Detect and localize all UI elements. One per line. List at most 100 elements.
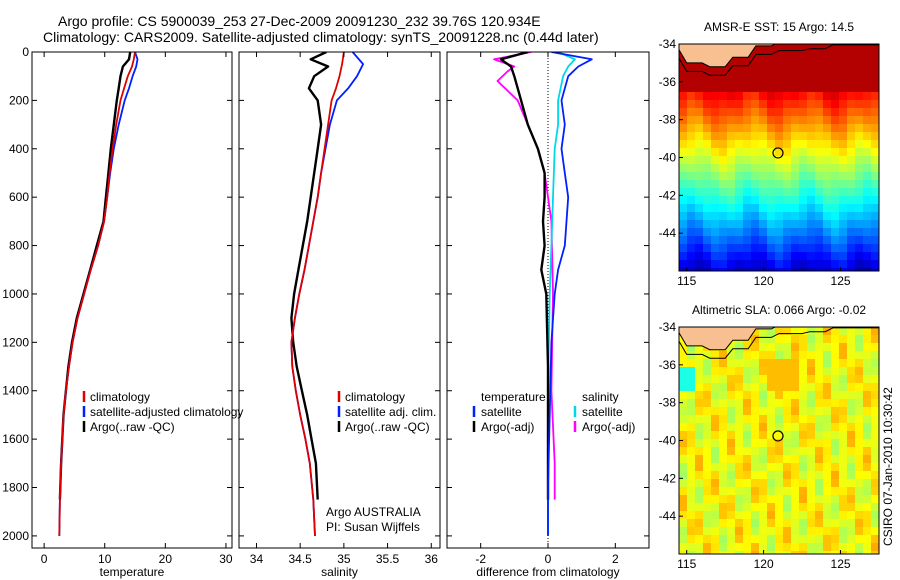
- map-cell: [791, 156, 799, 164]
- map-cell: [871, 100, 879, 108]
- map-cell: [703, 551, 711, 554]
- map-cell: [839, 196, 847, 204]
- map-cell: [831, 44, 839, 52]
- map-cell: [815, 52, 823, 60]
- map-cell: [703, 423, 711, 431]
- map-cell: [823, 236, 831, 244]
- map-cell: [711, 76, 719, 84]
- map-cell: [679, 431, 687, 439]
- map-cell: [759, 172, 767, 180]
- map-cell: [727, 519, 735, 527]
- map-cell: [807, 535, 815, 543]
- map-cell: [871, 447, 879, 455]
- map-cell: [719, 108, 727, 116]
- map-cell: [751, 172, 759, 180]
- map-cell: [863, 204, 871, 212]
- map-cell: [831, 495, 839, 503]
- map-cell: [759, 551, 767, 554]
- map-cell: [719, 375, 727, 383]
- map-cell: [823, 180, 831, 188]
- map-cell: [815, 527, 823, 535]
- map-cell: [807, 375, 815, 383]
- map-cell: [807, 455, 815, 463]
- map-cell: [783, 60, 791, 68]
- map-cell: [863, 116, 871, 124]
- map-cell: [711, 399, 719, 407]
- map-cell: [735, 76, 743, 84]
- map-cell: [775, 196, 783, 204]
- map-cell: [759, 335, 767, 343]
- map-cell: [679, 415, 687, 423]
- map-cell: [831, 196, 839, 204]
- map-cell: [791, 503, 799, 511]
- map-cell: [871, 124, 879, 132]
- map-cell: [783, 399, 791, 407]
- map-cell: [687, 188, 695, 196]
- map-cell: [831, 391, 839, 399]
- map-cell: [743, 535, 751, 543]
- map-cell: [847, 495, 855, 503]
- map-cell: [863, 447, 871, 455]
- map-cell: [815, 519, 823, 527]
- map-cell: [839, 375, 847, 383]
- map-cell: [863, 148, 871, 156]
- map-cell: [687, 212, 695, 220]
- map-cell: [751, 76, 759, 84]
- y-tick-label: 2000: [2, 529, 29, 543]
- map-cell: [791, 359, 799, 367]
- map-cell: [719, 455, 727, 463]
- map-cell: [791, 268, 799, 271]
- map-cell: [855, 407, 863, 415]
- map-cell: [815, 60, 823, 68]
- map-cell: [751, 116, 759, 124]
- map-cell: [711, 463, 719, 471]
- map-cell: [799, 447, 807, 455]
- map-cell: [711, 172, 719, 180]
- map-cell: [775, 367, 783, 375]
- map-cell: [743, 399, 751, 407]
- map-cell: [703, 68, 711, 76]
- map-cell: [695, 124, 703, 132]
- map-cell: [791, 52, 799, 60]
- map-cell: [855, 415, 863, 423]
- map-cell: [831, 172, 839, 180]
- map-cell: [727, 156, 735, 164]
- map-cell: [775, 487, 783, 495]
- map-cell: [687, 268, 695, 271]
- map-cell: [687, 519, 695, 527]
- map-cell: [767, 535, 775, 543]
- map-cell: [855, 375, 863, 383]
- map-cell: [727, 455, 735, 463]
- map-cell: [807, 148, 815, 156]
- map-cell: [735, 479, 743, 487]
- map-cell: [775, 60, 783, 68]
- map-cell: [735, 84, 743, 92]
- map-cell: [775, 180, 783, 188]
- map-cell: [759, 212, 767, 220]
- map-cell: [767, 503, 775, 511]
- map-cell: [783, 244, 791, 252]
- map-y-tick-label: -34: [659, 320, 677, 334]
- map-cell: [807, 108, 815, 116]
- map-cell: [783, 375, 791, 383]
- map-cell: [855, 431, 863, 439]
- map-cell: [767, 351, 775, 359]
- map-cell: [863, 140, 871, 148]
- x-axis-label-difference: difference from climatology: [476, 565, 619, 579]
- map-cell: [799, 535, 807, 543]
- map-cell: [823, 188, 831, 196]
- map-cell: [775, 52, 783, 60]
- map-cell: [719, 551, 727, 554]
- map-cell: [799, 439, 807, 447]
- map-cell: [799, 519, 807, 527]
- map-cell: [679, 244, 687, 252]
- map-cell: [839, 204, 847, 212]
- map-cell: [687, 535, 695, 543]
- map-cell: [759, 156, 767, 164]
- map-cell: [815, 236, 823, 244]
- map-cell: [831, 52, 839, 60]
- map-cell: [711, 351, 719, 359]
- map-cell: [855, 511, 863, 519]
- map-cell: [807, 343, 815, 351]
- map-cell: [799, 196, 807, 204]
